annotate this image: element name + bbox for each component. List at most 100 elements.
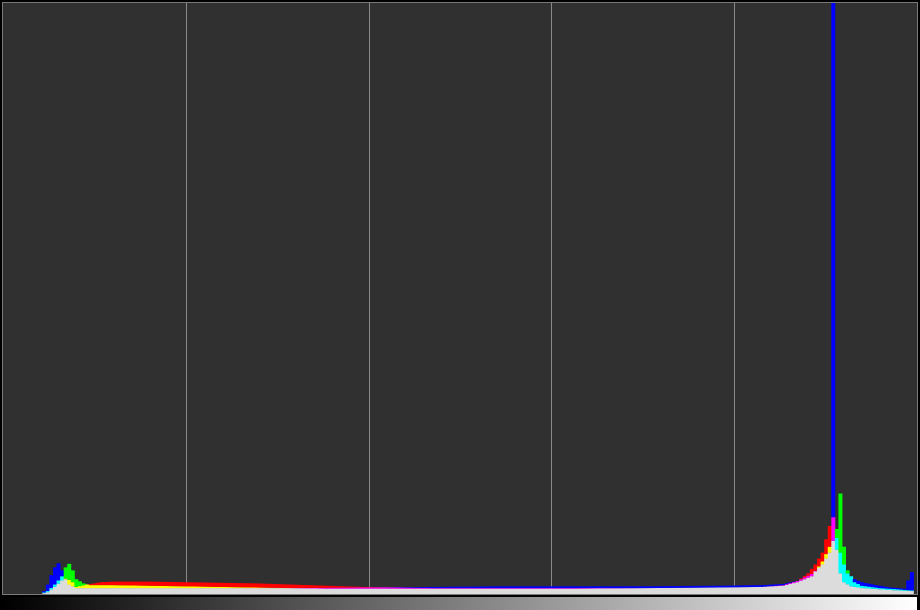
histogram-bin bbox=[884, 589, 889, 594]
histogram-bin bbox=[827, 546, 832, 553]
histogram-bin bbox=[642, 586, 647, 589]
histogram-bin bbox=[67, 579, 72, 585]
histogram-bin bbox=[806, 575, 811, 578]
histogram-bin bbox=[584, 588, 589, 589]
histogram-bin bbox=[745, 587, 750, 594]
histogram-bin bbox=[877, 585, 882, 589]
histogram-bin bbox=[110, 588, 115, 594]
histogram-bin bbox=[406, 587, 411, 588]
histogram-bin bbox=[181, 586, 186, 589]
histogram-bin bbox=[352, 587, 357, 589]
histogram-bin bbox=[67, 584, 72, 594]
histogram-bin bbox=[606, 588, 611, 594]
histogram-bin bbox=[142, 581, 147, 586]
histogram-bin bbox=[160, 588, 165, 594]
histogram-bin bbox=[374, 587, 379, 589]
histogram-bin bbox=[556, 586, 561, 589]
histogram-bin bbox=[492, 586, 497, 589]
histogram-bin bbox=[213, 586, 218, 589]
histogram-bin bbox=[56, 580, 61, 584]
histogram-bin bbox=[238, 588, 243, 594]
histogram-bin bbox=[524, 588, 529, 594]
histogram-bin bbox=[649, 586, 654, 589]
histogram-bin bbox=[742, 585, 747, 588]
histogram-bin bbox=[474, 586, 479, 589]
histogram-bin bbox=[310, 585, 315, 588]
histogram-bin bbox=[863, 586, 868, 589]
histogram-bin bbox=[224, 587, 229, 589]
histogram-bin bbox=[584, 586, 589, 589]
histogram-bin bbox=[313, 588, 318, 594]
histogram-bin bbox=[545, 586, 550, 589]
histogram-bin bbox=[388, 588, 393, 594]
histogram-bin bbox=[288, 584, 293, 589]
histogram-bin bbox=[306, 585, 311, 588]
histogram-bin bbox=[235, 587, 240, 589]
histogram-bin bbox=[174, 582, 179, 587]
histogram-bin bbox=[784, 584, 789, 585]
histogram-bin bbox=[388, 587, 393, 589]
histogram-bin bbox=[242, 588, 247, 594]
histogram-bin bbox=[652, 586, 657, 589]
histogram-bin bbox=[631, 588, 636, 594]
histogram-bin bbox=[110, 585, 115, 589]
histogram-bin bbox=[292, 584, 297, 589]
histogram-bin bbox=[513, 586, 518, 589]
histogram-bin bbox=[42, 591, 47, 593]
histogram-bin bbox=[342, 586, 347, 588]
histogram-bin bbox=[567, 588, 572, 594]
histogram-bin bbox=[124, 581, 129, 586]
histogram-bin bbox=[427, 588, 432, 594]
histogram-bin bbox=[117, 585, 122, 589]
histogram-bin bbox=[742, 587, 747, 594]
histogram-bin bbox=[135, 585, 140, 589]
histogram-bin bbox=[377, 587, 382, 589]
histogram-bin bbox=[592, 588, 597, 594]
histogram-bin bbox=[249, 587, 254, 589]
histogram-bin bbox=[367, 587, 372, 589]
histogram-bin bbox=[210, 588, 215, 594]
histogram-bin bbox=[174, 588, 179, 594]
histogram-bin bbox=[470, 588, 475, 589]
histogram-bin bbox=[817, 567, 821, 594]
histogram-bin bbox=[142, 588, 147, 594]
histogram-bin bbox=[574, 586, 579, 589]
histogram-bin bbox=[856, 580, 861, 584]
histogram-bin bbox=[413, 587, 418, 589]
histogram-bin bbox=[827, 526, 832, 547]
histogram-bin bbox=[856, 587, 861, 594]
histogram-bin bbox=[410, 587, 414, 589]
histogram-bin bbox=[63, 567, 68, 579]
histogram-bin bbox=[549, 588, 554, 589]
histogram-bin bbox=[431, 586, 436, 589]
histogram-bin bbox=[688, 585, 693, 588]
histogram-bin bbox=[317, 585, 322, 588]
histogram-bin bbox=[884, 588, 889, 590]
histogram-bin bbox=[349, 587, 354, 589]
histogram-bin bbox=[799, 578, 804, 580]
histogram-bin bbox=[524, 586, 529, 589]
histogram-bin bbox=[727, 585, 732, 588]
histogram-bin bbox=[370, 588, 375, 594]
histogram-bin bbox=[877, 588, 882, 590]
histogram-bin bbox=[163, 586, 168, 589]
histogram-bin bbox=[195, 588, 200, 594]
histogram-bin bbox=[792, 582, 797, 584]
histogram-bin bbox=[335, 586, 340, 588]
histogram-bin bbox=[167, 581, 172, 587]
histogram-bin bbox=[574, 588, 579, 589]
histogram-bin bbox=[756, 586, 761, 594]
histogram-bin bbox=[702, 587, 707, 594]
histogram-bin bbox=[238, 587, 243, 589]
histogram-bin bbox=[356, 587, 361, 589]
histogram-bin bbox=[531, 588, 536, 594]
histogram-bin bbox=[567, 588, 572, 589]
histogram-bin bbox=[570, 586, 575, 589]
histogram-bin bbox=[502, 588, 507, 594]
histogram-bin bbox=[120, 588, 125, 594]
histogram-bin bbox=[481, 588, 486, 594]
histogram-bin bbox=[192, 586, 197, 589]
histogram-bin bbox=[888, 588, 893, 590]
histogram-bin bbox=[99, 585, 104, 589]
